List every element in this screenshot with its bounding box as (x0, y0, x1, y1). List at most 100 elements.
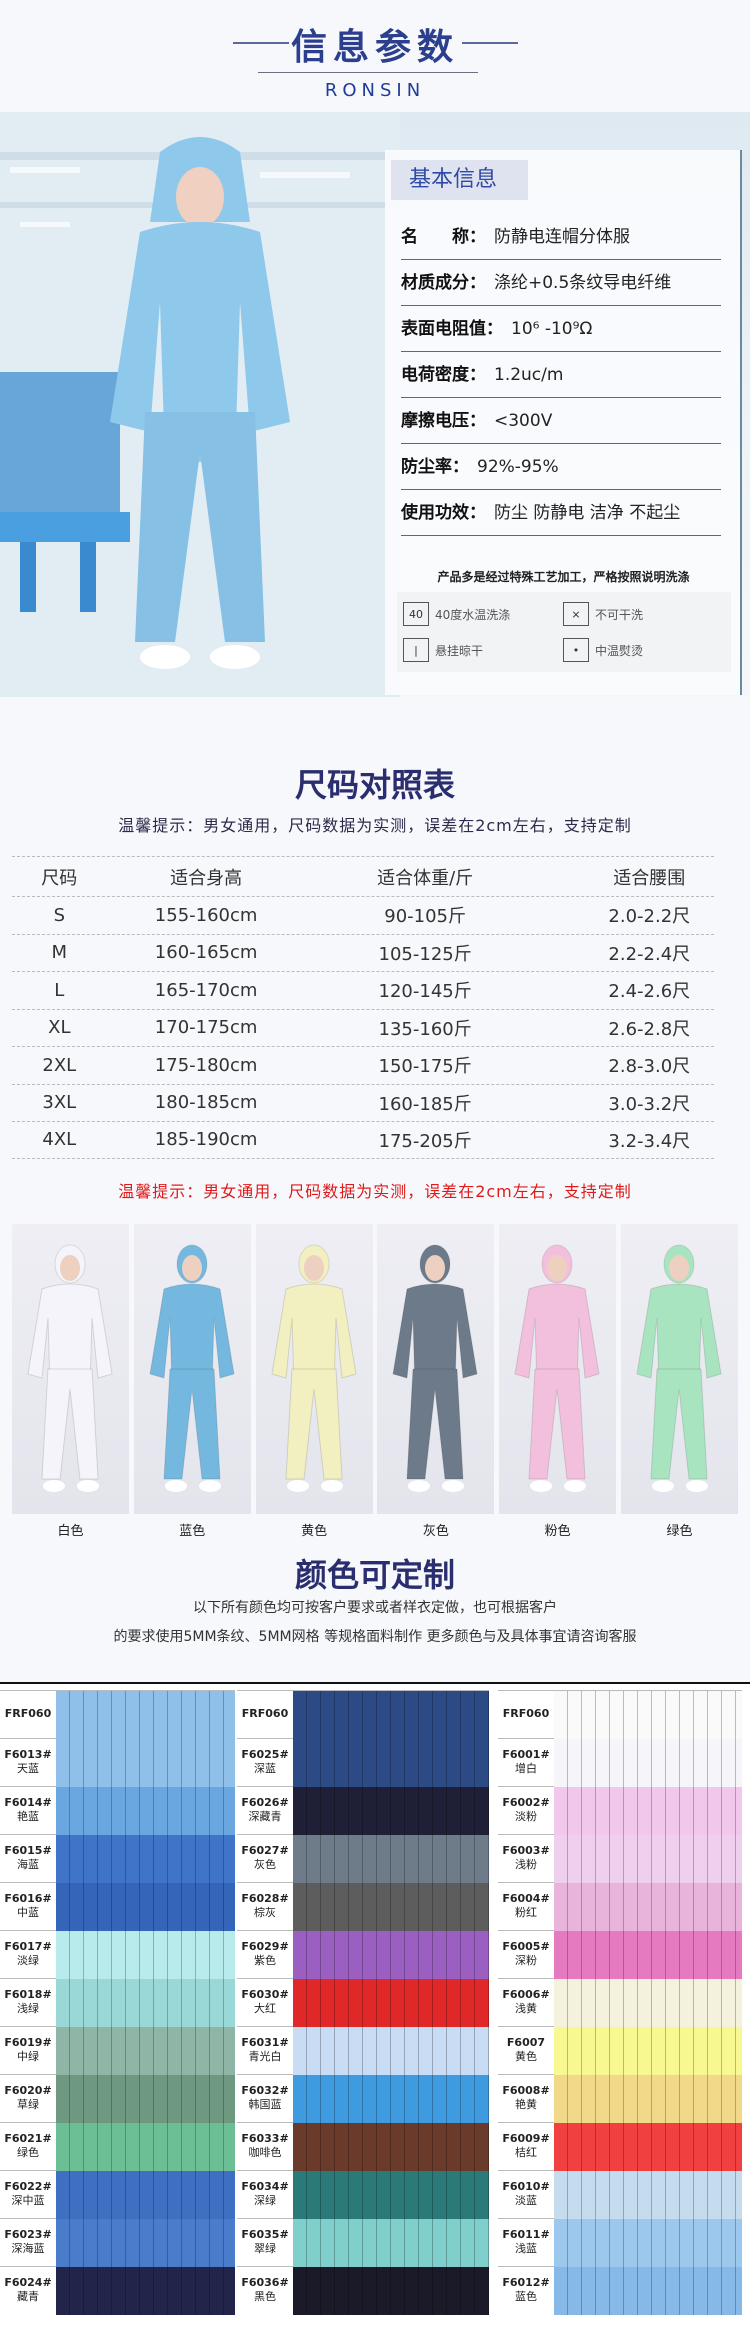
outfit-color-label: 灰色 (422, 1524, 449, 1539)
swatch-name: 浅粉 (515, 1858, 537, 1871)
swatch-row: F6016# 中蓝 (0, 1882, 235, 1931)
size-table-header: 尺码 适合身高 适合体重/斤 适合腰围 (12, 856, 714, 896)
outfit-color-label: 蓝色 (179, 1524, 206, 1539)
swatch-label: F6012# 蓝色 (498, 2267, 554, 2314)
swatch-label: F6002# 淡粉 (498, 1787, 554, 1834)
fabric-swatch (56, 2219, 235, 2267)
swatch-label: F6027# 灰色 (237, 1835, 293, 1882)
swatch-code: FRF060 (502, 1707, 550, 1720)
fabric-swatch (56, 1739, 235, 1787)
swatch-row: F6025# 深蓝 (237, 1738, 489, 1787)
fabric-swatch (293, 1931, 489, 1979)
fabric-swatch (293, 2219, 489, 2267)
table-row: 3XL 180-185cm 160-185斤 3.0-3.2尺 (12, 1083, 714, 1122)
swatch-name: 韩国蓝 (248, 2098, 282, 2111)
fabric-swatch (554, 1691, 742, 1739)
swatch-code: F6029# (241, 1940, 289, 1953)
table-cell: 105-125斤 (378, 943, 472, 965)
swatch-name: 草绿 (17, 2098, 39, 2111)
swatch-label: F6014# 艳蓝 (0, 1787, 56, 1834)
swatch-code: F6034# (241, 2180, 289, 2193)
swatch-row: F6008# 艳黄 (498, 2074, 742, 2123)
swatch-row: F6033# 咖啡色 (237, 2122, 489, 2171)
table-cell: 2.2-2.4尺 (608, 943, 691, 965)
fabric-swatch (554, 1883, 742, 1931)
table-cell: 175-180cm (154, 1054, 258, 1076)
size-table: 尺码 适合身高 适合体重/斤 适合腰围 S 155-160cm 90-105斤 2.0-2.2… (12, 856, 714, 1159)
table-cell: 2.6-2.8尺 (608, 1018, 691, 1040)
swatch-name: 翠绿 (254, 2242, 276, 2255)
table-cell: 90-105斤 (384, 906, 467, 928)
swatch-row: F6019# 中绿 (0, 2026, 235, 2075)
table-cell: S (53, 904, 65, 926)
swatch-name: 中绿 (17, 2050, 39, 2063)
care-label: 40度水温洗涤 (435, 607, 511, 622)
swatch-row: F6032# 韩国蓝 (237, 2074, 489, 2123)
outfit-figure (514, 1244, 600, 1492)
swatch-label: F6025# 深蓝 (237, 1739, 293, 1786)
fabric-swatch (293, 1787, 489, 1835)
table-cell: 180-185cm (154, 1092, 258, 1114)
swatch-label: F6011# 浅蓝 (498, 2219, 554, 2266)
swatch-label: F6001# 增白 (498, 1739, 554, 1786)
swatch-name: 灰色 (254, 1858, 276, 1871)
swatch-row: F6031# 青光白 (237, 2026, 489, 2075)
info-value: 1.2uc/m (494, 365, 564, 385)
swatch-row: F6015# 海蓝 (0, 1834, 235, 1883)
page-title: 信息参数 (290, 27, 459, 68)
swatch-code: FRF060 (241, 1707, 289, 1720)
table-cell: XL (48, 1017, 71, 1039)
swatch-code: F6020# (4, 2084, 52, 2097)
swatch-label: F6008# 艳黄 (498, 2075, 554, 2122)
fabric-swatch (293, 2171, 489, 2219)
swatch-code: F6012# (502, 2276, 550, 2289)
swatch-code: F6025# (241, 1748, 289, 1761)
info-value: 防静电连帽分体服 (494, 227, 630, 247)
outfit-photo (133, 1224, 251, 1514)
swatch-row: FRF060 (498, 1690, 742, 1739)
table-row: S 155-160cm 90-105斤 2.0-2.2尺 (12, 896, 714, 934)
swatch-row: F6003# 浅粉 (498, 1834, 742, 1883)
table-cell: M (51, 942, 68, 964)
info-value: 10⁶ -10⁹Ω (511, 319, 593, 339)
swatch-code: F6002# (502, 1796, 550, 1809)
swatch-name: 天蓝 (17, 1762, 39, 1775)
table-cell: 165-170cm (154, 979, 258, 1001)
swatch-code: F6019# (4, 2036, 52, 2049)
swatch-name: 黑色 (254, 2290, 276, 2303)
fabric-swatch (293, 1691, 489, 1739)
fabric-swatch (554, 1931, 742, 1979)
swatch-code: F6035# (241, 2228, 289, 2241)
fabric-swatch (56, 1691, 235, 1739)
swatch-label: F6017# 淡绿 (0, 1931, 56, 1978)
swatch-name: 深海蓝 (11, 2242, 45, 2255)
swatch-name: 浅黄 (515, 2002, 537, 2015)
table-cell: 2XL (42, 1054, 77, 1076)
swatch-row: F6027# 灰色 (237, 1834, 489, 1883)
outfit-photo (12, 1224, 129, 1514)
table-cell: 3XL (42, 1092, 77, 1114)
table-cell: 185-190cm (154, 1129, 258, 1151)
swatch-name: 海蓝 (17, 1858, 39, 1871)
swatch-name: 淡粉 (515, 1810, 537, 1823)
fabric-swatch (56, 1931, 235, 1979)
swatch-code: F6005# (502, 1940, 550, 1953)
swatch-row: F6017# 淡绿 (0, 1930, 235, 1979)
swatch-row: F6022# 深中蓝 (0, 2170, 235, 2219)
table-cell: 170-175cm (154, 1017, 258, 1039)
fabric-swatch (293, 2123, 489, 2171)
swatch-label: F6010# 淡蓝 (498, 2171, 554, 2218)
outfit-card: 粉色 (499, 1224, 617, 1544)
swatch-name: 咖啡色 (248, 2146, 282, 2159)
size-chart-title: 尺码对照表 (294, 766, 455, 804)
swatch-label: F6032# 韩国蓝 (237, 2075, 293, 2122)
swatch-name: 增白 (515, 1762, 537, 1775)
outfit-photo (499, 1224, 617, 1514)
table-cell: 3.2-3.4尺 (608, 1130, 691, 1152)
swatch-name: 艳蓝 (17, 1810, 39, 1823)
swatch-name: 浅绿 (17, 2002, 39, 2015)
swatch-code: F6018# (4, 1988, 52, 2001)
swatch-name: 藏青 (17, 2290, 39, 2303)
swatch-code: FRF060 (4, 1707, 52, 1720)
outfit-figure (271, 1244, 357, 1492)
